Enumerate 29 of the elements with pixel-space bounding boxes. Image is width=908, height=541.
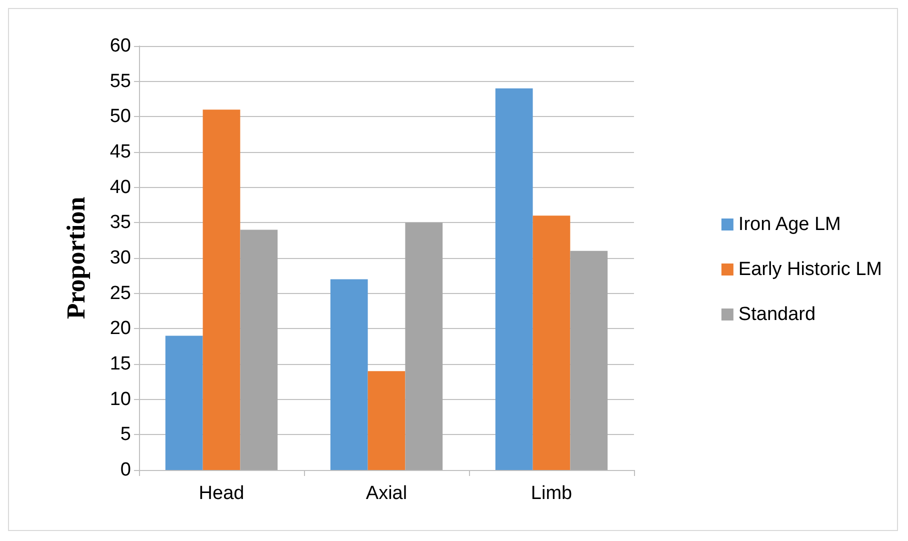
bar: [405, 222, 443, 470]
bar: [368, 371, 406, 470]
bar: [495, 88, 533, 470]
y-tick-label: 55: [110, 70, 131, 92]
y-tick-label: 60: [110, 36, 131, 56]
y-tick-label: 35: [110, 212, 131, 234]
legend-label: Iron Age LM: [738, 214, 841, 235]
bar: [570, 250, 608, 470]
y-tick-label: 20: [110, 318, 131, 340]
y-tick-label: 5: [120, 424, 131, 446]
x-tick-label: Head: [198, 483, 244, 504]
y-tick-label: 45: [110, 142, 131, 162]
y-tick-label: 0: [120, 460, 131, 480]
y-tick-label: 25: [110, 282, 131, 304]
legend-label: Early Historic LM: [738, 259, 882, 280]
y-tick-label: 15: [110, 354, 131, 374]
y-tick-label: 10: [110, 388, 131, 410]
x-tick-label: Axial: [366, 483, 408, 504]
y-tick-label: 40: [110, 176, 131, 198]
y-axis-title: Proportion: [62, 196, 90, 320]
bar: [532, 216, 570, 470]
legend-label: Standard: [738, 304, 816, 325]
bar: [240, 230, 278, 470]
bar: [202, 110, 240, 470]
y-tick-label: 50: [110, 106, 131, 128]
bar: [330, 279, 368, 470]
x-tick-label: Limb: [530, 483, 572, 504]
y-tick-label: 30: [110, 248, 131, 268]
bar: [165, 336, 203, 470]
